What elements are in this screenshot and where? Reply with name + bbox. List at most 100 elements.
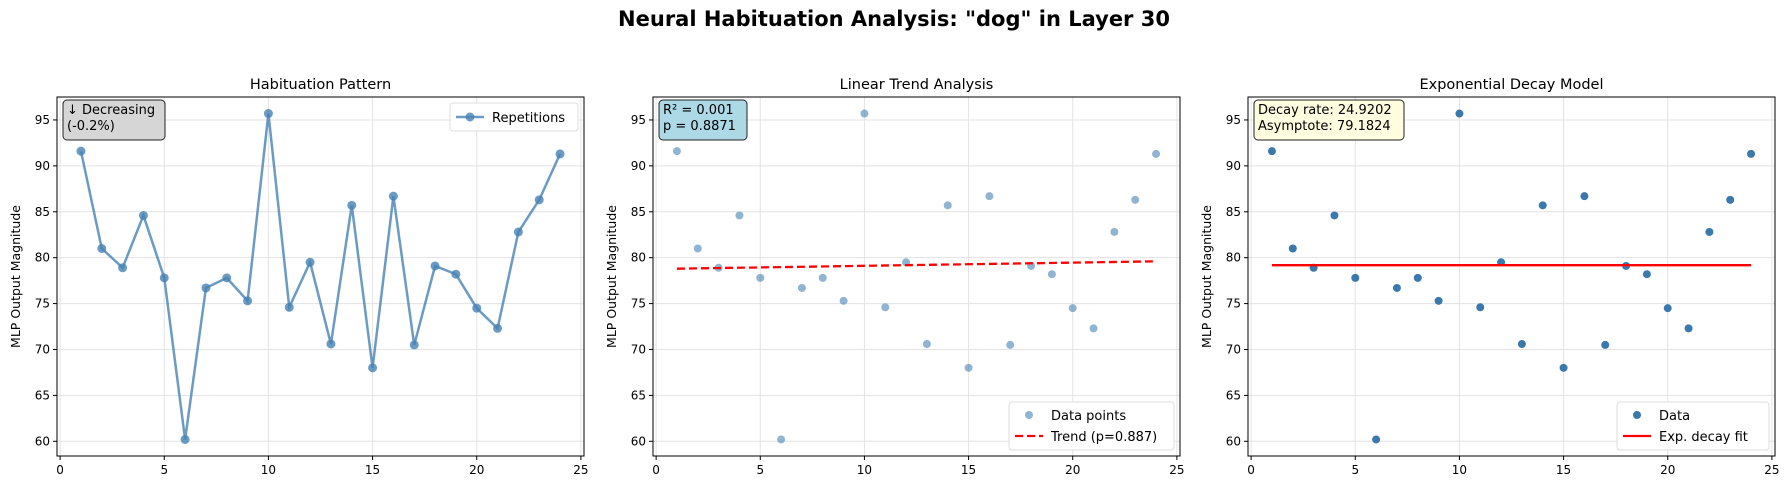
x-tick-label: 15	[365, 463, 380, 477]
x-tick-label: 5	[756, 463, 764, 477]
x-tick-label: 25	[1764, 463, 1779, 477]
data-point	[1413, 273, 1422, 282]
x-tick-label: 15	[961, 463, 976, 477]
panel-1: 0 5 10 15 20 25 60 65 70 75 80 85 90 95 Habituation Pa…	[8, 77, 589, 477]
data-point	[985, 192, 994, 201]
data-point	[76, 146, 86, 156]
figure-title: Neural Habituation Analysis: "dog" in La…	[618, 7, 1170, 31]
annotation-text: ↓ Decreasing	[67, 103, 155, 118]
data-point	[881, 303, 890, 312]
data-point	[409, 340, 419, 350]
y-tick-label: 70	[35, 342, 50, 356]
data-point	[797, 283, 806, 292]
y-tick-label: 90	[35, 159, 50, 173]
data-point	[1047, 270, 1056, 279]
x-tick-label: 20	[1065, 463, 1080, 477]
data-point	[1538, 201, 1547, 210]
data-point	[263, 109, 273, 119]
data-point	[305, 257, 315, 267]
data-point	[243, 296, 253, 306]
panel-title: Linear Trend Analysis	[840, 77, 994, 93]
annotation-text: p = 0.8871	[663, 119, 736, 134]
data-point	[1517, 339, 1526, 348]
y-tick-label: 90	[631, 159, 646, 173]
x-tick-label: 20	[1660, 463, 1675, 477]
annotation-text: Decay rate: 24.9202	[1258, 103, 1392, 118]
y-tick-label: 85	[631, 205, 646, 219]
legend-marker-icon	[1633, 411, 1641, 419]
data-point	[818, 273, 827, 282]
data-point	[943, 201, 952, 210]
data-point	[1372, 435, 1381, 444]
data-point	[1726, 195, 1735, 204]
y-tick-label: 70	[1226, 342, 1241, 356]
y-tick-label: 75	[1226, 297, 1241, 311]
x-tick-label: 10	[1452, 463, 1467, 477]
annotation-text: R² = 0.001	[663, 103, 734, 118]
annotation-text: (-0.2%)	[67, 119, 115, 134]
data-point	[860, 109, 869, 118]
data-point	[388, 191, 398, 201]
legend-label: Exp. decay fit	[1659, 430, 1748, 445]
data-point	[1684, 324, 1693, 333]
data-point	[347, 200, 357, 210]
data-point	[451, 269, 461, 279]
axes-frame	[1247, 96, 1776, 457]
y-tick-label: 90	[1226, 159, 1241, 173]
data-point	[1006, 340, 1015, 349]
series-line-repetitions	[79, 113, 562, 440]
y-tick-label: 70	[631, 342, 646, 356]
y-tick-label: 60	[631, 434, 646, 448]
data-point	[284, 302, 294, 312]
y-tick-label: 95	[631, 113, 646, 127]
data-point	[138, 210, 148, 220]
annotation-box	[1253, 99, 1405, 141]
data-point	[180, 434, 190, 444]
panel-3: 0 5 10 15 20 25 60 65 70 75 80 85 90 95 Exponential De…	[1199, 77, 1780, 477]
legend	[449, 102, 579, 132]
data-point	[1601, 340, 1610, 349]
data-point	[1392, 283, 1401, 292]
data-point	[368, 363, 378, 373]
x-tick-label: 10	[857, 463, 872, 477]
data-point	[555, 149, 565, 159]
data-point	[118, 263, 128, 273]
data-point	[735, 211, 744, 220]
legend-marker-icon	[1025, 411, 1033, 419]
x-tick-label: 25	[573, 463, 588, 477]
y-tick-label: 80	[35, 251, 50, 265]
data-point	[159, 273, 169, 283]
data-point	[201, 283, 211, 293]
annotation-box	[658, 99, 748, 141]
data-point	[430, 261, 440, 271]
y-axis-label: MLP Output Magnitude	[604, 205, 619, 348]
data-point	[1455, 109, 1464, 118]
data-point	[839, 296, 848, 305]
legend	[1616, 401, 1770, 451]
data-point	[472, 303, 482, 313]
y-axis-label: MLP Output Magnitude	[8, 205, 23, 348]
data-point	[1152, 149, 1161, 158]
legend-label: Data	[1659, 409, 1690, 424]
legend-label: Repetitions	[492, 111, 565, 126]
y-tick-label: 80	[631, 251, 646, 265]
x-tick-label: 5	[1351, 463, 1359, 477]
y-tick-label: 75	[35, 297, 50, 311]
y-tick-label: 95	[35, 113, 50, 127]
y-tick-label: 75	[631, 297, 646, 311]
data-point	[1642, 270, 1651, 279]
data-point	[1747, 149, 1756, 158]
annotation-text: Asymptote: 79.1824	[1258, 119, 1391, 134]
legend-label: Trend (p=0.887)	[1050, 430, 1157, 445]
data-point	[756, 273, 765, 282]
axes-frame	[56, 96, 585, 457]
y-axis-label: MLP Output Magnitude	[1199, 205, 1214, 348]
data-point	[1110, 227, 1119, 236]
data-point	[1580, 192, 1589, 201]
data-point	[672, 147, 681, 156]
data-point	[1351, 273, 1360, 282]
panel-title: Habituation Pattern	[250, 77, 391, 93]
legend-marker-icon	[465, 112, 475, 122]
x-tick-label: 0	[56, 463, 64, 477]
